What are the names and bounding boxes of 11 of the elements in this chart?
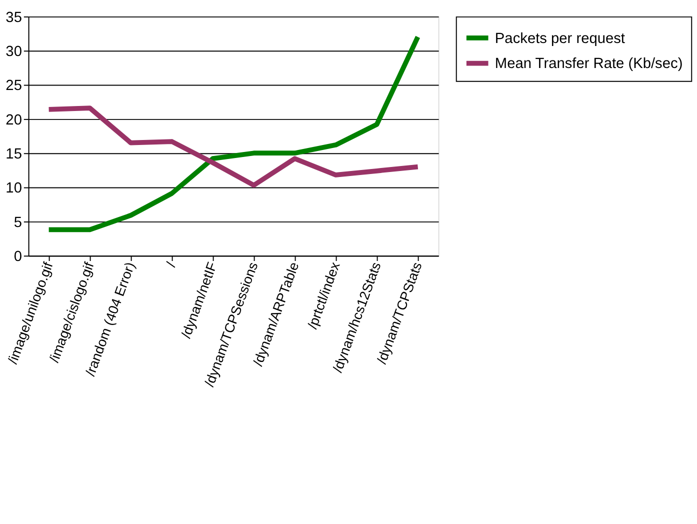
y-tick-label: 15 xyxy=(6,146,22,162)
y-tick-label: 10 xyxy=(6,180,22,197)
y-tick-label: 35 xyxy=(6,10,22,26)
legend-label: Packets per request xyxy=(494,30,626,47)
y-tick-label: 25 xyxy=(6,78,22,94)
y-tick-label: 5 xyxy=(14,214,22,231)
x-tick-label: / xyxy=(163,260,179,269)
y-tick-label: 20 xyxy=(6,112,22,128)
y-tick-label: 0 xyxy=(14,248,22,265)
legend-label: Mean Transfer Rate (Kb/sec) xyxy=(494,56,683,72)
y-tick-label: 30 xyxy=(6,44,22,60)
